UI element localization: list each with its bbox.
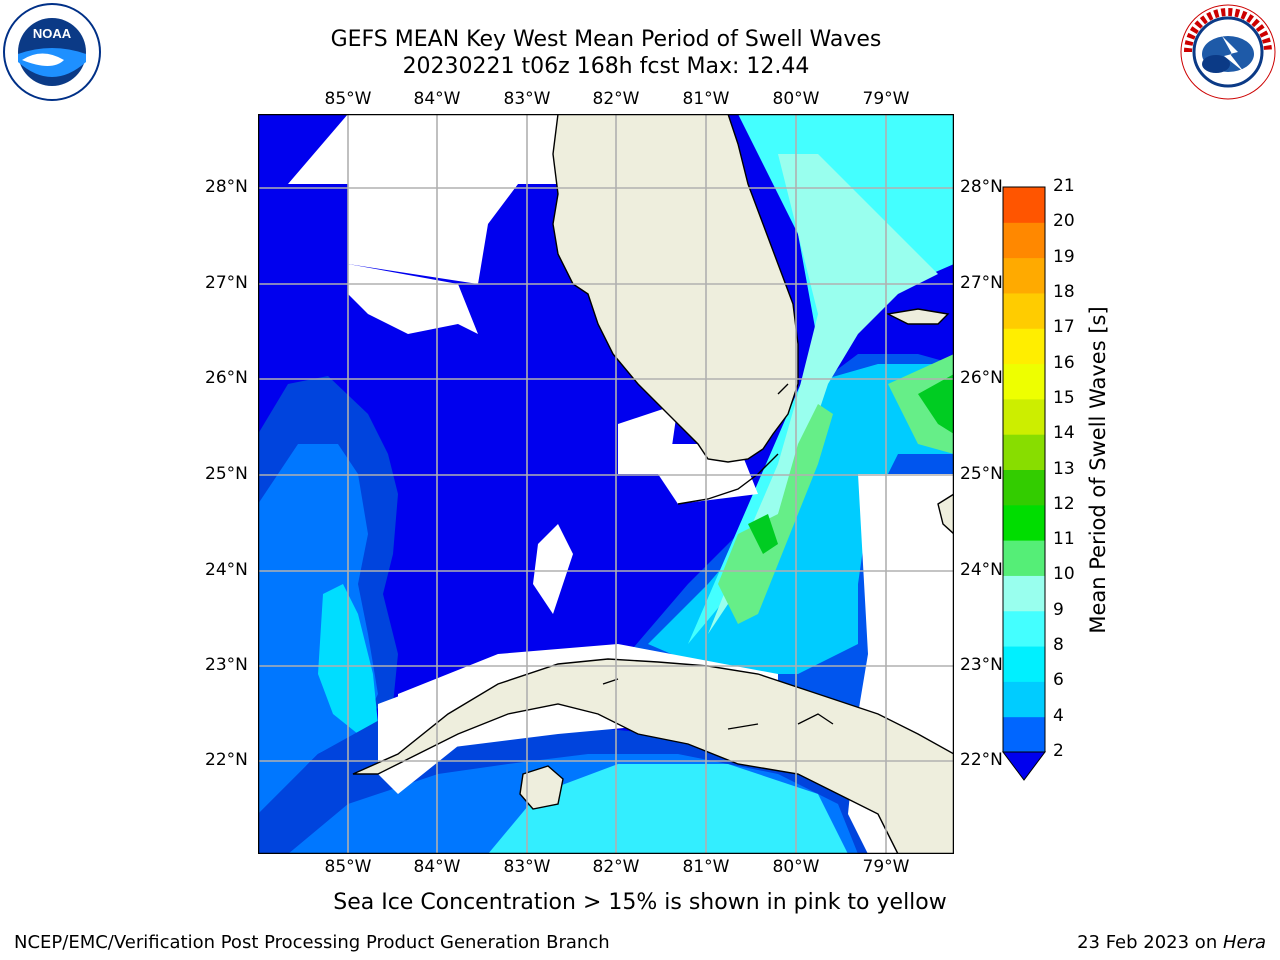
- lat-label-left: 25°N: [205, 464, 248, 484]
- colorbar-tick-label: 6: [1053, 670, 1064, 691]
- map-panel: [258, 114, 954, 854]
- colorbar-band: [1003, 575, 1045, 612]
- bahamas-land: [937, 493, 954, 535]
- colorbar-tick-label: 10: [1053, 564, 1075, 585]
- colorbar-tick-label: 8: [1053, 635, 1064, 656]
- nws-logo: [1180, 4, 1276, 100]
- colorbar-band: [1003, 540, 1045, 576]
- colorbar-tick-label: 9: [1053, 599, 1064, 620]
- lat-label-left: 27°N: [205, 273, 248, 293]
- noaa-logo-text: NOAA: [33, 26, 72, 41]
- colorbar-tick-label: 13: [1053, 458, 1075, 479]
- contour-10-11-east: [918, 374, 954, 434]
- lat-label-right: 23°N: [960, 655, 1003, 675]
- lon-label-top: 81°W: [682, 89, 730, 109]
- colorbar-tick-label: 4: [1053, 705, 1064, 726]
- colorbar-tick-label: 19: [1053, 246, 1075, 267]
- grand-bahama-land: [885, 308, 950, 325]
- colorbar-band: [1003, 292, 1045, 329]
- lat-label-right: 27°N: [960, 273, 1003, 293]
- colorbar-under-triangle: [1002, 751, 1046, 781]
- florida-keys: [677, 453, 779, 505]
- land: [352, 114, 954, 854]
- lon-label-bottom: 82°W: [592, 857, 640, 877]
- chart-title: GEFS MEAN Key West Mean Period of Swell …: [330, 27, 882, 52]
- colorbar-tick-label: 21: [1053, 176, 1075, 196]
- colorbar-band: [1003, 328, 1045, 365]
- footer-credit: NCEP/EMC/Verification Post Processing Pr…: [14, 932, 610, 953]
- colorbar: [1002, 186, 1046, 781]
- colorbar-tick-label: 14: [1053, 423, 1075, 444]
- colorbar-band: [1003, 257, 1045, 294]
- lon-label-top: 83°W: [503, 89, 551, 109]
- colorbar-frame: [1002, 186, 1046, 753]
- footer-date-text: 23 Feb 2023 on: [1077, 932, 1223, 953]
- colorbar-band: [1003, 187, 1045, 223]
- lat-label-left: 28°N: [205, 177, 248, 197]
- lat-label-left: 24°N: [205, 560, 248, 580]
- lon-label-bottom: 81°W: [682, 857, 730, 877]
- lat-label-right: 25°N: [960, 464, 1003, 484]
- lon-label-top: 82°W: [592, 89, 640, 109]
- lat-label-right: 26°N: [960, 368, 1003, 388]
- colorbar-band: [1003, 681, 1045, 718]
- isle-of-youth-land: [519, 765, 564, 810]
- lat-label-right: 22°N: [960, 750, 1003, 770]
- contour-10-11-straits: [748, 514, 778, 554]
- contour-8-9-straits: [708, 154, 938, 634]
- lon-label-bottom: 84°W: [413, 857, 461, 877]
- colorbar-band: [1003, 222, 1045, 259]
- colorbar-title: Mean Period of Swell Waves [s]: [1086, 306, 1110, 634]
- colorbar-band: [1003, 610, 1045, 647]
- colorbar-tick-label: 17: [1053, 317, 1075, 338]
- colorbar-band: [1003, 434, 1045, 470]
- lon-label-bottom: 85°W: [324, 857, 372, 877]
- footer-date: 23 Feb 2023 on Hera: [1077, 932, 1266, 953]
- lon-label-top: 80°W: [772, 89, 820, 109]
- colorbar-tick-label: 18: [1053, 281, 1075, 302]
- colorbar-band: [1003, 363, 1045, 400]
- lat-label-right: 24°N: [960, 560, 1003, 580]
- lon-label-bottom: 80°W: [772, 857, 820, 877]
- lon-label-top: 84°W: [413, 89, 461, 109]
- colorbar-band: [1003, 469, 1045, 506]
- map-frame: [258, 114, 954, 854]
- colorbar-tick-label: 11: [1053, 529, 1075, 550]
- sea-ice-note: Sea Ice Concentration > 15% is shown in …: [333, 890, 947, 915]
- map-grid: [258, 114, 954, 854]
- colorbar-tick-label: 16: [1053, 352, 1075, 373]
- colorbar-band: [1003, 398, 1045, 435]
- lat-label-left: 26°N: [205, 368, 248, 388]
- lon-label-bottom: 83°W: [503, 857, 551, 877]
- chart-subtitle: 20230221 t06z 168h fcst Max: 12.44: [402, 54, 810, 79]
- contour-6-8-south: [488, 764, 848, 854]
- florida-land: [552, 114, 799, 463]
- lat-label-left: 22°N: [205, 750, 248, 770]
- footer-machine: Hera: [1222, 932, 1266, 953]
- contour-9-10-straits: [718, 404, 833, 624]
- colorbar-tick-label: 15: [1053, 387, 1075, 408]
- lon-label-top: 79°W: [862, 89, 910, 109]
- colorbar-tick-label: 2: [1053, 741, 1064, 761]
- colorbar-band: [1003, 504, 1045, 541]
- colorbar-tick-label: 12: [1053, 493, 1075, 514]
- noaa-logo: NOAA: [3, 3, 101, 101]
- colorbar-band: [1003, 646, 1045, 682]
- cuba-land: [352, 658, 954, 854]
- colorbar-tick-label: 20: [1053, 211, 1075, 232]
- lon-label-bottom: 79°W: [862, 857, 910, 877]
- lon-label-top: 85°W: [324, 89, 372, 109]
- lat-label-right: 28°N: [960, 177, 1003, 197]
- colorbar-band: [1003, 716, 1045, 753]
- lat-label-left: 23°N: [205, 655, 248, 675]
